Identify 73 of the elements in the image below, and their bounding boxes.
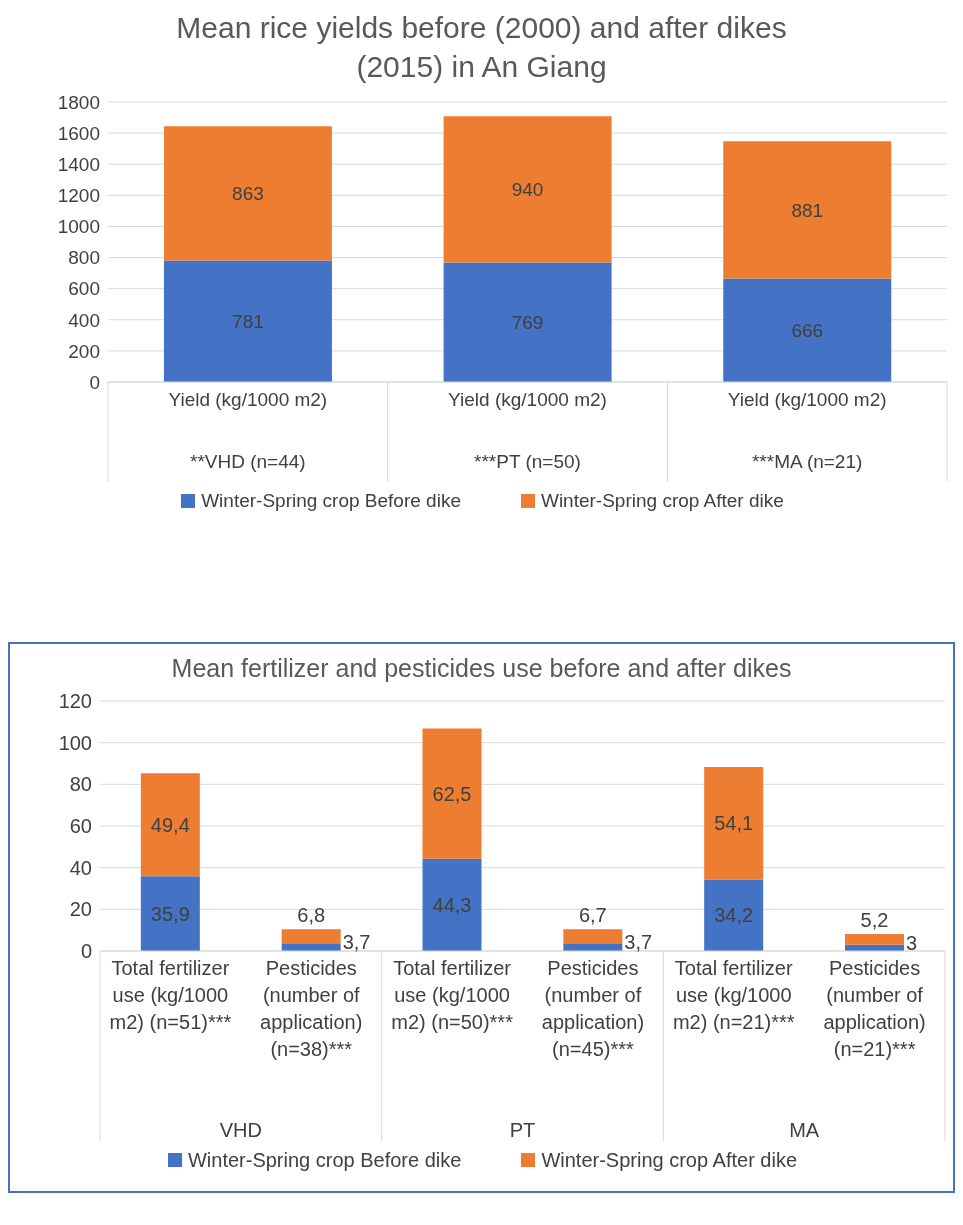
- data-label: 3: [906, 931, 918, 954]
- y-tick-label: 60: [69, 814, 92, 837]
- data-label: 35,9: [150, 902, 190, 925]
- data-label: 781: [232, 310, 264, 332]
- data-label: 3,7: [342, 930, 371, 953]
- x-tick-label: Yield (kg/1000 m2): [448, 389, 607, 410]
- text: VHD: [219, 1118, 262, 1141]
- y-tick-label: 0: [80, 939, 92, 962]
- y-tick-label: 20: [69, 897, 92, 920]
- y-tick-label: 40: [69, 856, 92, 879]
- bar: [845, 933, 905, 945]
- y-tick-label: 600: [68, 278, 100, 300]
- chart-title: Mean rice yields before (2000) and after dikes (2015) in An Giang: [175, 10, 788, 85]
- data-label: 62,5: [432, 782, 472, 805]
- data-label: 49,4: [150, 813, 190, 836]
- x-tick-label: Pesticides (number of application) (n=45)***: [541, 956, 645, 1060]
- bar: [563, 942, 623, 951]
- legend-label: Winter-Spring crop After dike: [540, 490, 784, 512]
- bar: [723, 141, 892, 279]
- y-tick-label: 1400: [57, 153, 100, 175]
- bar: [281, 928, 341, 943]
- data-label: 6,7: [578, 903, 607, 926]
- x-tick-label: Total fertilizer use (kg/1000 m2) (n=21)***: [672, 956, 795, 1033]
- data-label: 34,2: [714, 903, 754, 926]
- bar: [140, 875, 200, 951]
- bar: [422, 858, 482, 951]
- x-tick-label: Yield (kg/1000 m2): [168, 389, 328, 410]
- bar: [163, 126, 332, 261]
- bar: [140, 772, 200, 876]
- data-label: 863: [232, 183, 264, 205]
- data-label: 3,7: [624, 930, 653, 953]
- text: **VHD (n=44): [190, 451, 306, 472]
- y-tick-label: 1600: [57, 122, 100, 144]
- bar: [163, 260, 332, 382]
- text: PT: [509, 1118, 536, 1141]
- data-label: 666: [791, 319, 824, 341]
- bar: [443, 262, 612, 382]
- y-tick-label: 1200: [57, 185, 100, 207]
- text: ***MA (n=21): [751, 451, 863, 472]
- bar: [563, 928, 623, 943]
- y-tick-label: 80: [69, 772, 92, 795]
- x-tick-label: Pesticides (number of application) (n=21)***: [823, 956, 926, 1060]
- legend-label: Winter-Spring crop Before dike: [201, 490, 461, 512]
- data-label: 44,3: [432, 893, 472, 916]
- bar: [723, 278, 892, 382]
- bar: [704, 766, 764, 880]
- x-tick-label: Total fertilizer use (kg/1000 m2) (n=50)***: [391, 956, 514, 1033]
- y-tick-label: 1800: [57, 91, 100, 113]
- bar: [422, 728, 482, 859]
- bar: [704, 879, 764, 951]
- bar: [281, 942, 341, 951]
- y-tick-label: 200: [68, 340, 100, 362]
- text: ***PT (n=50): [474, 451, 581, 472]
- y-tick-label: 800: [68, 247, 100, 269]
- data-label: 881: [791, 199, 824, 221]
- x-tick-label: Pesticides (number of application) (n=38)***: [260, 956, 363, 1060]
- legend-label: Winter-Spring crop After dike: [541, 1148, 798, 1172]
- data-label: 6,8: [297, 903, 326, 926]
- data-label: 54,1: [714, 811, 754, 834]
- y-tick-label: 400: [68, 309, 100, 331]
- y-tick-label: 100: [58, 731, 92, 754]
- y-tick-label: 120: [58, 689, 92, 712]
- chart-title: Mean fertilizer and pesticides use before and after dikes: [170, 653, 793, 684]
- data-label: 5,2: [860, 908, 889, 931]
- data-label: 940: [511, 178, 544, 200]
- y-tick-label: 1000: [57, 216, 100, 238]
- bar: [443, 116, 612, 263]
- x-tick-label: Total fertilizer use (kg/1000 m2) (n=51)***: [109, 956, 232, 1033]
- data-label: 769: [511, 311, 544, 333]
- text: MA: [789, 1118, 820, 1141]
- legend-label: Winter-Spring crop Before dike: [187, 1148, 462, 1172]
- y-tick-label: 0: [89, 371, 100, 393]
- x-tick-label: Yield (kg/1000 m2): [727, 389, 887, 410]
